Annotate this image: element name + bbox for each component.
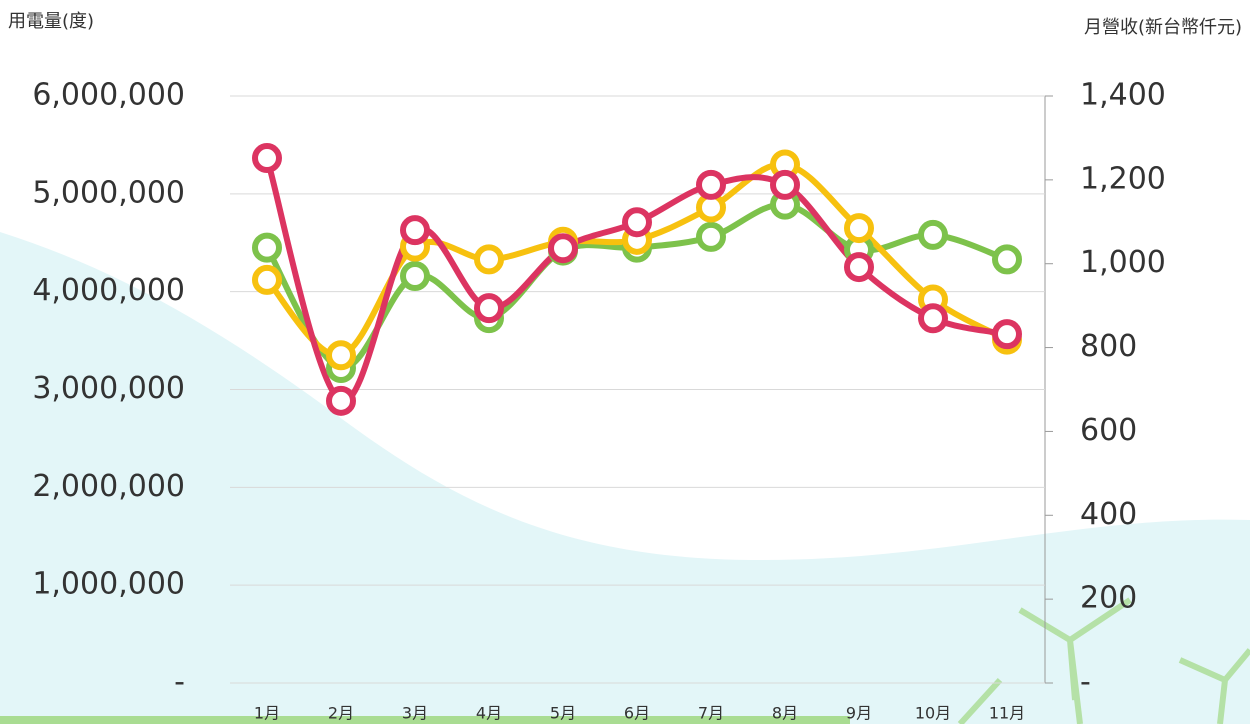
y-tick-label: - bbox=[174, 665, 185, 700]
series-line bbox=[264, 157, 1008, 405]
data-point bbox=[770, 169, 800, 200]
data-point bbox=[252, 264, 282, 295]
x-tick-label: 1月 bbox=[254, 704, 280, 723]
y2-tick-label: - bbox=[1080, 665, 1091, 700]
data-point bbox=[696, 169, 726, 200]
data-point bbox=[844, 213, 874, 244]
y2-tick-label: 800 bbox=[1080, 329, 1137, 364]
x-tick-label: 7月 bbox=[698, 704, 724, 723]
y2-axis-label: 月營收(新台幣仟元) bbox=[1084, 17, 1242, 38]
data-point bbox=[992, 319, 1022, 350]
data-point bbox=[326, 385, 356, 416]
data-point bbox=[474, 244, 504, 275]
x-tick-label: 5月 bbox=[550, 704, 576, 723]
x-tick-label: 4月 bbox=[476, 704, 502, 723]
data-point bbox=[326, 340, 356, 371]
data-point bbox=[252, 143, 282, 174]
data-point bbox=[844, 252, 874, 283]
data-point bbox=[474, 293, 504, 324]
y2-tick-label: 600 bbox=[1080, 413, 1137, 448]
data-point bbox=[918, 303, 948, 334]
y-tick-label: 4,000,000 bbox=[32, 273, 185, 308]
y-tick-label: 5,000,000 bbox=[32, 175, 185, 210]
y2-tick-label: 200 bbox=[1080, 581, 1137, 616]
y-tick-label: 3,000,000 bbox=[32, 371, 185, 406]
footer-bar bbox=[0, 716, 850, 724]
x-tick-label: 10月 bbox=[915, 704, 951, 723]
x-tick-label: 9月 bbox=[846, 704, 872, 723]
x-tick-label: 3月 bbox=[402, 704, 428, 723]
y2-tick-label: 400 bbox=[1080, 497, 1137, 532]
data-point bbox=[918, 219, 948, 250]
data-point bbox=[400, 261, 430, 292]
y2-tick-label: 1,000 bbox=[1080, 245, 1166, 280]
y-axis-label: 用電量(度) bbox=[8, 11, 94, 32]
windmills bbox=[957, 597, 1250, 724]
y2-tick-label: 1,400 bbox=[1080, 78, 1166, 113]
y2-tick-label: 1,200 bbox=[1080, 161, 1166, 196]
data-point bbox=[622, 207, 652, 238]
background-wave bbox=[0, 232, 1250, 724]
x-tick-label: 2月 bbox=[328, 704, 354, 723]
x-tick-label: 8月 bbox=[772, 704, 798, 723]
data-point bbox=[992, 244, 1022, 275]
y-tick-label: 1,000,000 bbox=[32, 567, 185, 602]
x-tick-label: 6月 bbox=[624, 704, 650, 723]
y-tick-label: 6,000,000 bbox=[32, 78, 185, 113]
data-point bbox=[400, 215, 430, 246]
data-point bbox=[696, 221, 726, 252]
x-tick-label: 11月 bbox=[989, 704, 1025, 723]
y-tick-label: 2,000,000 bbox=[32, 469, 185, 504]
data-point bbox=[252, 232, 282, 263]
data-point bbox=[548, 233, 578, 264]
